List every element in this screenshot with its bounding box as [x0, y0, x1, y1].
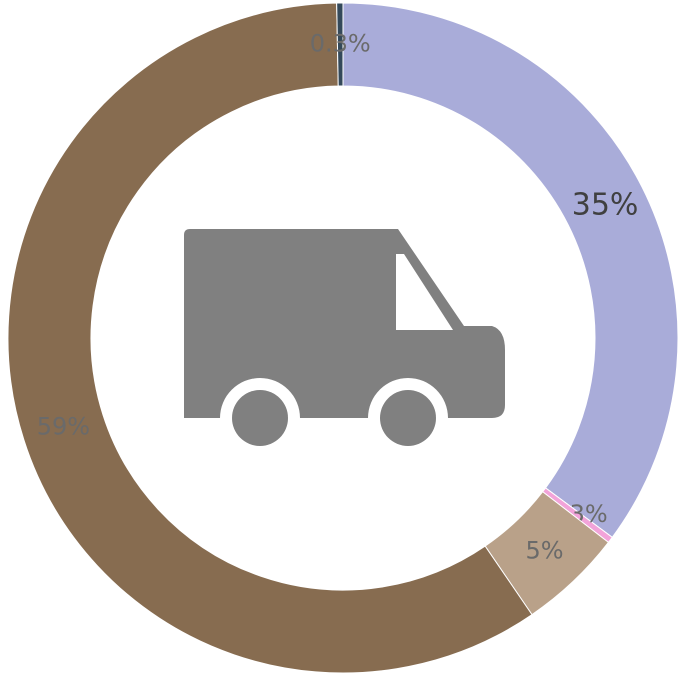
data-label: 35%	[572, 187, 639, 222]
data-label: 59%	[37, 412, 90, 440]
data-label: 5%	[526, 536, 564, 564]
donut-segment	[7, 2, 533, 674]
donut-segment	[336, 2, 344, 87]
donut-segment	[342, 2, 679, 538]
van-icon	[184, 229, 505, 446]
data-label: 0.3%	[310, 30, 371, 58]
